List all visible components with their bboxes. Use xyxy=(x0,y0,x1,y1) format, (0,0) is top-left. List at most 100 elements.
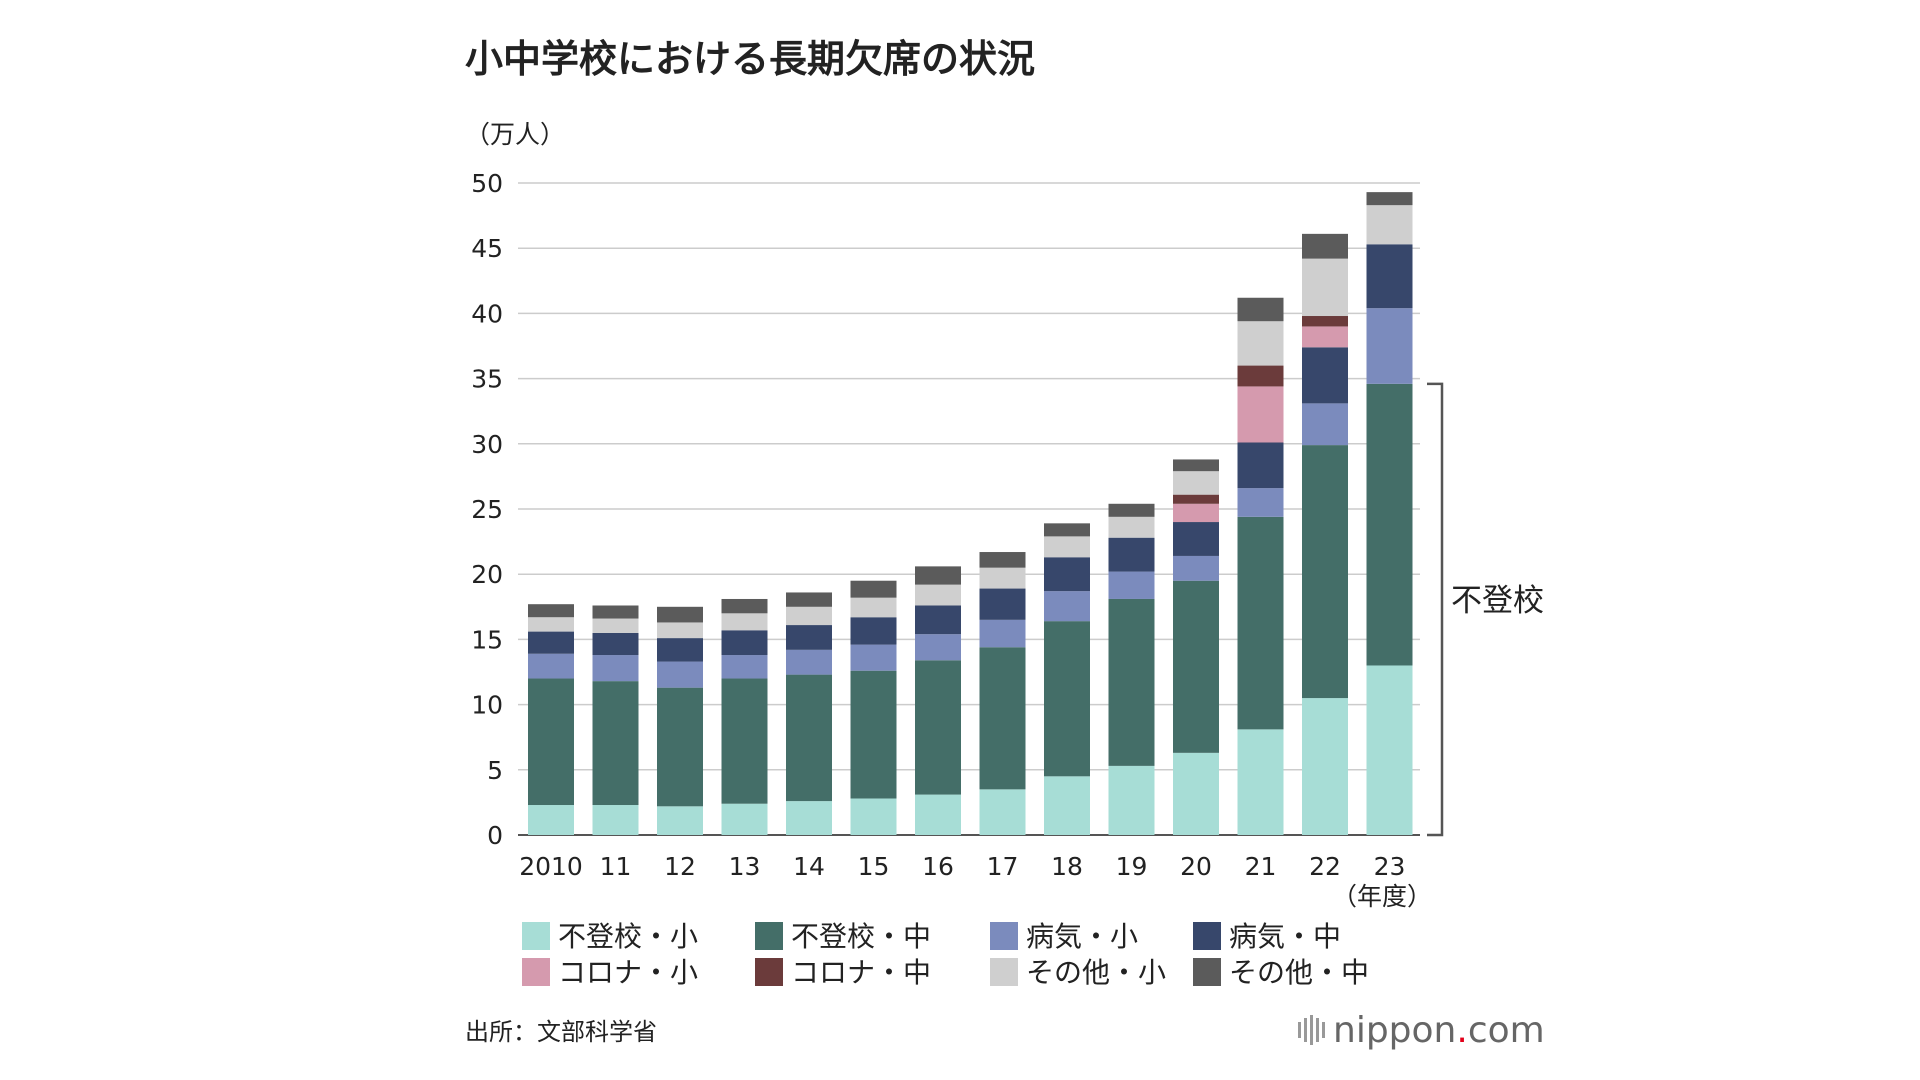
legend-swatch xyxy=(755,922,783,950)
bar-stack xyxy=(1044,523,1090,835)
legend-item: コロナ・小 xyxy=(522,956,698,989)
bar-segment xyxy=(1366,665,1413,835)
bar-segment xyxy=(1302,403,1348,446)
x-tick-label: 19 xyxy=(1116,852,1148,881)
y-tick-label: 20 xyxy=(471,560,503,589)
bar-segment xyxy=(657,638,703,662)
bar-segment xyxy=(1108,516,1155,538)
y-tick-label: 25 xyxy=(471,495,503,524)
bar-segment xyxy=(1044,557,1090,592)
bar-segment xyxy=(1044,536,1090,558)
y-tick-label: 10 xyxy=(471,691,503,720)
legend-label: その他・小 xyxy=(1026,956,1166,989)
legend-swatch xyxy=(522,958,550,986)
bar-segment xyxy=(1173,503,1219,523)
bar-segment xyxy=(657,622,703,639)
bar-segment xyxy=(1044,591,1090,622)
bar-segment xyxy=(1366,383,1413,666)
logo-text: nippon.com xyxy=(1333,1010,1545,1051)
bar-segment xyxy=(1173,580,1219,753)
logo-tld: com xyxy=(1468,1010,1545,1051)
bar-segment xyxy=(1366,205,1413,245)
bar-stack xyxy=(528,604,574,835)
x-tick-label: 15 xyxy=(858,852,890,881)
bar-segment xyxy=(1108,598,1155,766)
bar-segment xyxy=(1237,488,1284,517)
bar-segment xyxy=(786,606,832,626)
bar-segment xyxy=(915,584,961,606)
bar-segment xyxy=(1302,698,1348,835)
bar-stack xyxy=(592,605,639,835)
legend-item: 不登校・小 xyxy=(522,920,698,953)
bar-segment xyxy=(657,661,703,688)
bar-segment xyxy=(1237,321,1284,366)
bar-segment xyxy=(979,619,1026,648)
y-tick-label: 15 xyxy=(471,625,503,654)
bracket-label: 不登校 xyxy=(1451,583,1544,619)
bar-segment xyxy=(1108,765,1155,835)
legend-label: コロナ・小 xyxy=(558,956,698,989)
bar-segment xyxy=(528,653,574,679)
x-tick-label: 2010 xyxy=(519,852,583,881)
y-tick-label: 45 xyxy=(471,234,503,263)
bar-segment xyxy=(915,660,961,795)
bar-segment xyxy=(786,649,832,675)
bar-segment xyxy=(979,647,1026,790)
bar-segment xyxy=(786,625,832,650)
bar-segment xyxy=(1366,244,1413,309)
bar-segment xyxy=(1366,192,1413,206)
bar-segment xyxy=(528,604,574,618)
x-tick-label: 21 xyxy=(1245,852,1277,881)
bar-segment xyxy=(915,634,961,661)
bar-segment xyxy=(1044,523,1090,537)
bar-segment xyxy=(1302,258,1348,317)
y-tick-label: 30 xyxy=(471,430,503,459)
bar-segment xyxy=(721,678,768,804)
legend-item: コロナ・中 xyxy=(755,956,931,989)
bar-segment xyxy=(1237,365,1284,387)
bar-segment xyxy=(850,670,897,799)
y-tick-label: 5 xyxy=(487,756,503,785)
bar-segment xyxy=(592,805,639,835)
bar-segment xyxy=(657,606,703,623)
legend-label: 病気・小 xyxy=(1026,920,1138,953)
bar-segment xyxy=(1173,522,1219,556)
bar-stack xyxy=(1302,233,1348,835)
y-axis-unit: （万人） xyxy=(465,120,565,149)
x-tick-label: 12 xyxy=(664,852,696,881)
bar-segment xyxy=(1302,316,1348,327)
bar-segment xyxy=(850,644,897,671)
legend-swatch xyxy=(1193,958,1221,986)
bar-segment xyxy=(592,618,639,633)
bar-segment xyxy=(592,605,639,619)
bar-stack xyxy=(1108,503,1155,835)
legend-label: 不登校・小 xyxy=(558,920,698,953)
bar-segment xyxy=(1302,326,1348,348)
legend-swatch xyxy=(1193,922,1221,950)
y-tick-label: 0 xyxy=(487,821,503,850)
bar-segment xyxy=(721,803,768,835)
bar-segment xyxy=(592,632,639,656)
legend-label: 病気・中 xyxy=(1229,920,1341,953)
bar-segment xyxy=(657,687,703,807)
grid xyxy=(518,182,1420,836)
x-tick-label: 23 xyxy=(1374,852,1406,881)
y-tick-label: 40 xyxy=(471,299,503,328)
bar-segment xyxy=(721,630,768,656)
x-tick-label: 18 xyxy=(1051,852,1083,881)
legend-item: その他・小 xyxy=(990,956,1166,989)
bracket xyxy=(1427,382,1444,837)
legend-label: その他・中 xyxy=(1229,956,1369,989)
bars xyxy=(528,192,1413,835)
bar-segment xyxy=(1108,503,1155,517)
bar-segment xyxy=(915,605,961,635)
bar-segment xyxy=(1237,297,1284,322)
bar-segment xyxy=(1173,459,1219,472)
bar-segment xyxy=(786,592,832,607)
bar-segment xyxy=(657,806,703,835)
logo-dot: . xyxy=(1456,1010,1467,1051)
bar-segment xyxy=(1237,516,1284,730)
bar-stack xyxy=(721,598,768,835)
